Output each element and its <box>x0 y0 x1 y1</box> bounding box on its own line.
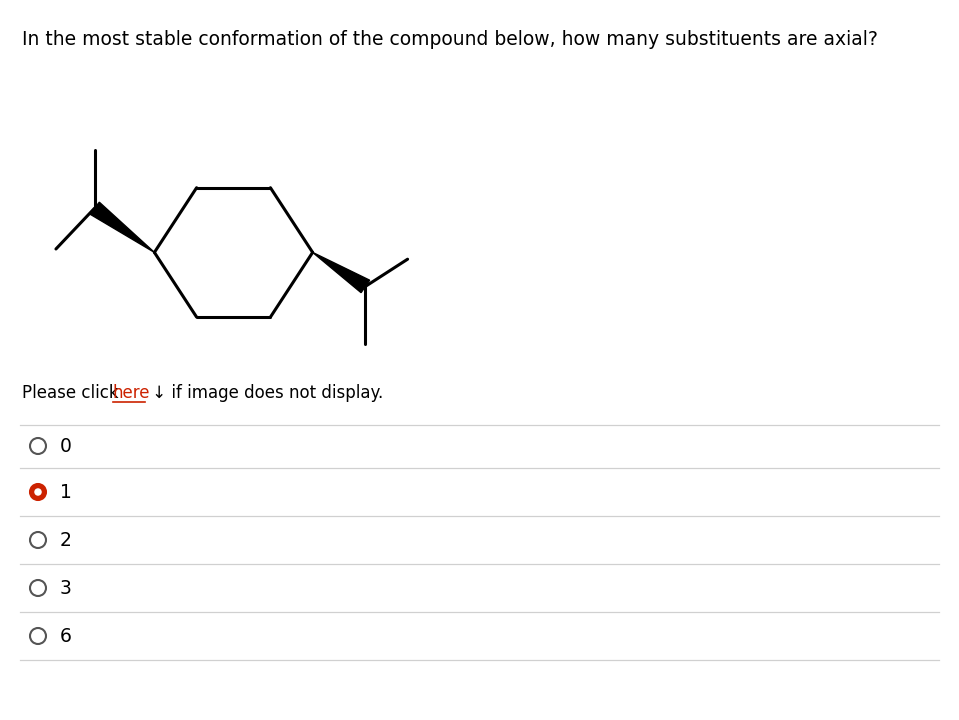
Text: ↓ if image does not display.: ↓ if image does not display. <box>147 384 384 402</box>
Polygon shape <box>90 202 154 253</box>
Text: 3: 3 <box>60 578 72 598</box>
Circle shape <box>35 489 41 495</box>
Text: here: here <box>113 384 151 402</box>
Text: Please click: Please click <box>22 384 124 402</box>
Text: 6: 6 <box>60 626 72 646</box>
Circle shape <box>30 484 46 500</box>
Text: 0: 0 <box>60 436 72 456</box>
Text: 2: 2 <box>60 531 72 549</box>
Text: In the most stable conformation of the compound below, how many substituents are: In the most stable conformation of the c… <box>22 30 877 49</box>
Polygon shape <box>313 253 369 292</box>
Text: 1: 1 <box>60 482 72 502</box>
